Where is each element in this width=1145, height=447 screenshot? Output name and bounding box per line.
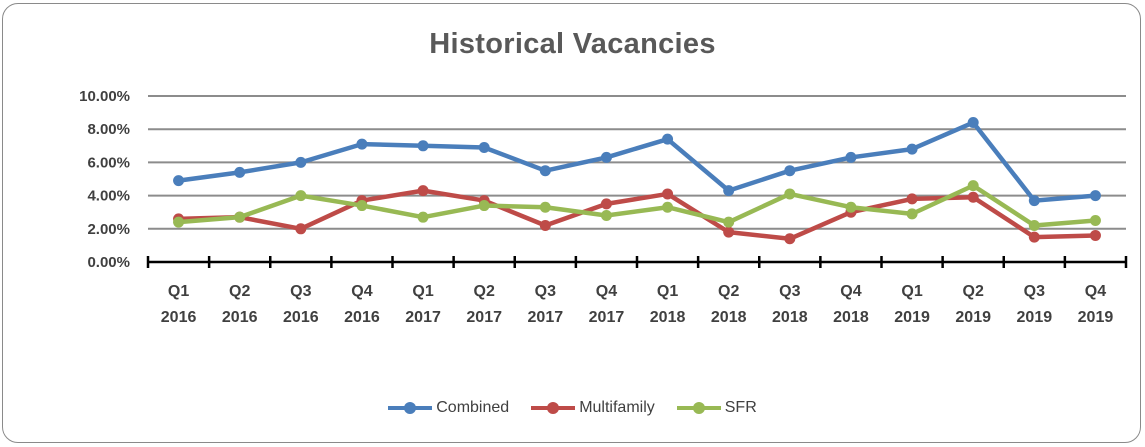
data-point-sfr <box>478 200 490 212</box>
x-tick-label-year: 2019 <box>894 309 930 326</box>
data-point-combined <box>356 138 368 150</box>
x-tick-label-quarter: Q2 <box>229 283 250 300</box>
legend-label: Combined <box>436 399 510 416</box>
data-point-combined <box>1028 195 1040 207</box>
x-tick-label-quarter: Q1 <box>168 283 189 300</box>
x-tick-label-year: 2016 <box>222 309 258 326</box>
data-point-combined <box>906 143 918 155</box>
legend-item-combined: Combined <box>388 399 509 417</box>
data-point-sfr <box>662 201 674 213</box>
data-point-combined <box>295 156 307 168</box>
data-point-sfr <box>600 210 612 222</box>
x-tick-label-year: 2017 <box>466 309 502 326</box>
chart-title: Historical Vacancies <box>429 28 716 60</box>
data-point-multifamily <box>784 233 796 245</box>
series-line-sfr <box>178 183 1096 228</box>
data-point-combined <box>784 165 796 177</box>
data-point-multifamily <box>417 185 429 197</box>
data-point-combined <box>417 140 429 152</box>
data-point-combined <box>234 166 246 178</box>
x-tick-label-year: 2017 <box>589 309 625 326</box>
data-point-combined <box>539 165 551 177</box>
data-point-sfr <box>417 211 429 223</box>
y-tick-label: 6.00% <box>87 154 130 171</box>
data-point-sfr <box>723 216 735 228</box>
x-tick-label-year: 2016 <box>344 309 380 326</box>
data-point-multifamily <box>539 219 551 231</box>
data-point-sfr <box>967 180 979 192</box>
data-point-sfr <box>234 211 246 223</box>
x-tick-label-quarter: Q3 <box>1024 283 1045 300</box>
x-tick-label-year: 2019 <box>955 309 991 326</box>
x-tick-label-quarter: Q2 <box>474 283 495 300</box>
legend-swatch-combined <box>388 401 433 415</box>
legend-item-sfr: SFR <box>676 399 757 417</box>
data-point-multifamily <box>1028 231 1040 243</box>
data-point-multifamily <box>723 226 735 238</box>
y-tick-label: 2.00% <box>87 221 130 238</box>
data-point-sfr <box>845 201 857 213</box>
data-point-combined <box>173 175 185 187</box>
x-tick-label-quarter: Q4 <box>596 283 617 300</box>
x-tick-label-year: 2016 <box>161 309 197 326</box>
x-tick-label-quarter: Q3 <box>535 283 556 300</box>
data-point-multifamily <box>295 223 307 235</box>
y-tick-label: 8.00% <box>87 121 130 138</box>
data-point-sfr <box>1028 219 1040 231</box>
data-point-combined <box>967 117 979 129</box>
legend-label: Multifamily <box>579 399 655 416</box>
data-point-combined <box>845 151 857 163</box>
x-tick-label-year: 2016 <box>283 309 319 326</box>
x-tick-label-quarter: Q2 <box>963 283 984 300</box>
x-tick-label-quarter: Q4 <box>840 283 861 300</box>
data-point-multifamily <box>662 188 674 200</box>
data-point-multifamily <box>967 191 979 203</box>
data-point-combined <box>600 151 612 163</box>
data-point-combined <box>662 133 674 145</box>
data-point-multifamily <box>906 193 918 205</box>
x-tick-label-quarter: Q1 <box>412 283 433 300</box>
x-tick-label-year: 2017 <box>528 309 564 326</box>
data-point-sfr <box>173 216 185 228</box>
legend-swatch-multifamily <box>531 401 576 415</box>
x-tick-label-quarter: Q3 <box>290 283 311 300</box>
x-tick-label-quarter: Q3 <box>779 283 800 300</box>
x-tick-label-year: 2017 <box>405 309 441 326</box>
legend-label: SFR <box>724 399 757 416</box>
x-tick-label-quarter: Q2 <box>718 283 739 300</box>
data-point-sfr <box>1089 215 1101 226</box>
data-point-sfr <box>906 208 918 220</box>
x-tick-label-year: 2019 <box>1017 309 1053 326</box>
x-tick-label-quarter: Q1 <box>901 283 922 300</box>
x-tick-label-year: 2018 <box>650 309 686 326</box>
data-point-multifamily <box>600 198 612 210</box>
legend: Combined Multifamily SFR <box>0 399 1145 417</box>
x-tick-label-quarter: Q4 <box>1085 283 1106 300</box>
data-point-combined <box>478 141 490 153</box>
data-point-combined <box>723 185 735 197</box>
series-line-combined <box>178 120 1096 203</box>
y-tick-label: 0.00% <box>87 254 130 271</box>
data-point-multifamily <box>1089 229 1101 241</box>
y-tick-label: 4.00% <box>87 188 130 205</box>
x-tick-label-year: 2019 <box>1078 309 1114 326</box>
x-tick-label-year: 2018 <box>711 309 747 326</box>
x-tick-label-year: 2018 <box>772 309 808 326</box>
x-tick-label-year: 2018 <box>833 309 869 326</box>
legend-item-multifamily: Multifamily <box>531 399 655 417</box>
legend-swatch-sfr <box>676 401 721 415</box>
data-point-sfr <box>356 200 368 212</box>
data-point-sfr <box>539 201 551 213</box>
x-tick-label-quarter: Q4 <box>351 283 372 300</box>
y-tick-label: 10.00% <box>79 88 130 105</box>
data-point-combined <box>1089 190 1101 202</box>
data-point-sfr <box>295 190 307 202</box>
data-point-sfr <box>784 188 796 200</box>
x-tick-label-quarter: Q1 <box>657 283 678 300</box>
